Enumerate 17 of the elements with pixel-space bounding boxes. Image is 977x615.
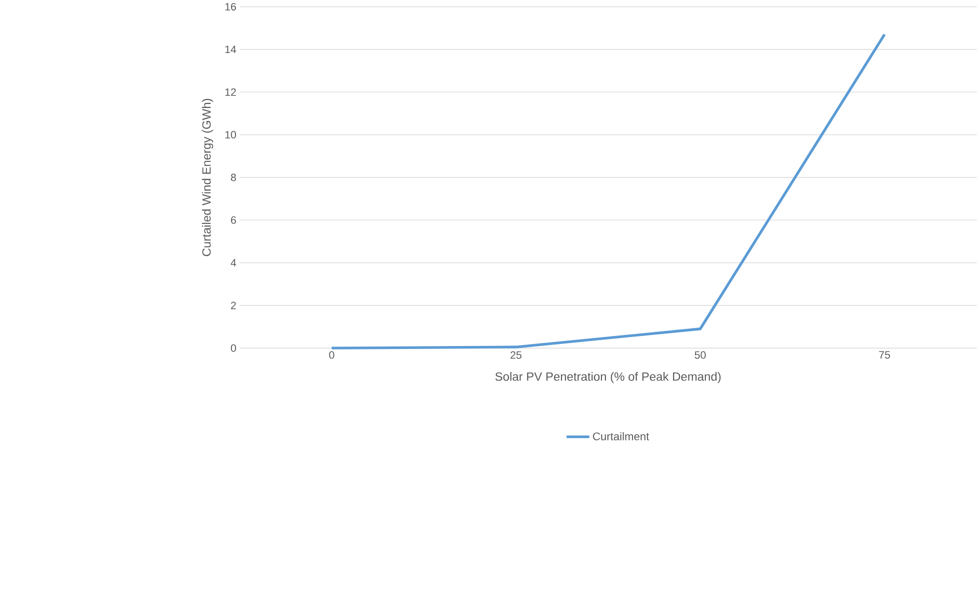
y-tick-label: 16	[225, 3, 236, 11]
y-tick-label: 0	[230, 344, 236, 352]
y-tick-label: 4	[230, 259, 236, 267]
y-tick-label: 8	[230, 174, 236, 182]
y-tick-label: 6	[231, 216, 236, 224]
y-tick-label: 10	[225, 131, 236, 139]
y-axis-title: Curtailed Wind Energy (GWh)	[202, 99, 214, 256]
y-tick-label: 14	[225, 46, 236, 54]
legend-label: Curtailment	[592, 432, 650, 440]
y-tick-label: 2	[231, 302, 236, 310]
y-tick-label: 12	[225, 88, 236, 96]
line-series	[330, 33, 886, 350]
x-axis-title: Solar PV Penetration (% of Peak Demand)	[495, 372, 721, 384]
x-tick-label: 50	[694, 351, 706, 359]
x-tick-label: 0	[329, 351, 334, 359]
x-tick-label: 75	[879, 351, 890, 359]
x-tick-label: 25	[510, 351, 522, 359]
